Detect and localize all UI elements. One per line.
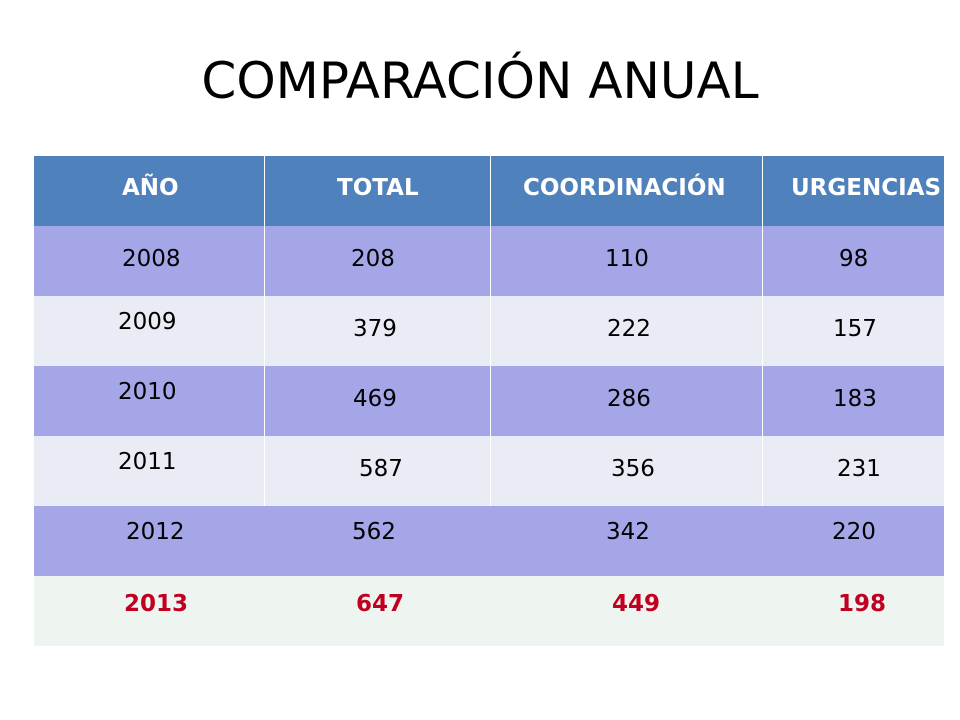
table-cell: 222 bbox=[490, 296, 762, 366]
table-cell: 356 bbox=[490, 436, 762, 506]
header-cell: URGENCIAS bbox=[762, 156, 944, 226]
table-cell: 2010 bbox=[118, 379, 177, 405]
table-cell: 469 bbox=[264, 366, 490, 436]
page-title: COMPARACIÓN ANUAL bbox=[201, 52, 759, 110]
table-row: 2009 379 222 157 bbox=[34, 296, 944, 366]
header-urgencias: URGENCIAS bbox=[791, 175, 942, 201]
header-cell: AÑO bbox=[34, 156, 264, 226]
table-cell: 2013 bbox=[124, 591, 189, 617]
table-cell: 587 bbox=[264, 436, 490, 506]
table-cell: 208 bbox=[264, 226, 490, 296]
table-row: 2008 208 110 98 bbox=[34, 226, 944, 296]
annual-comparison-table: AÑO TOTAL COORDINACIÓN URGENCIAS 2008 20… bbox=[34, 156, 944, 646]
table-row: 2012 562 342 220 bbox=[34, 506, 944, 576]
table-cell: 198 bbox=[838, 591, 887, 617]
header-cell: TOTAL bbox=[264, 156, 490, 226]
header-coordinacion: COORDINACIÓN bbox=[523, 175, 726, 201]
table-cell: 379 bbox=[264, 296, 490, 366]
header-ano: AÑO bbox=[122, 175, 179, 201]
table-cell: 110 bbox=[490, 226, 762, 296]
table-row-highlight: 2013 647 449 198 bbox=[34, 576, 944, 646]
table-cell: 2008 bbox=[122, 246, 181, 272]
table-row: 2011 587 356 231 bbox=[34, 436, 944, 506]
table-header-row: AÑO TOTAL COORDINACIÓN URGENCIAS bbox=[34, 156, 944, 226]
table-cell: 286 bbox=[490, 366, 762, 436]
table-cell: 2009 bbox=[118, 309, 177, 335]
table-cell: 220 bbox=[832, 519, 876, 545]
table-cell: 2011 bbox=[118, 449, 177, 475]
table-cell: 183 bbox=[762, 366, 944, 436]
table-cell: 562 bbox=[352, 519, 396, 545]
table-cell: 157 bbox=[762, 296, 944, 366]
header-total: TOTAL bbox=[337, 175, 419, 201]
table-cell: 449 bbox=[612, 591, 661, 617]
table-cell: 231 bbox=[762, 436, 944, 506]
table-cell: 98 bbox=[762, 226, 944, 296]
table-row: 2010 469 286 183 bbox=[34, 366, 944, 436]
table-cell: 2012 bbox=[126, 519, 185, 545]
table-cell: 647 bbox=[356, 591, 405, 617]
header-cell: COORDINACIÓN bbox=[490, 156, 762, 226]
table-cell: 342 bbox=[606, 519, 650, 545]
